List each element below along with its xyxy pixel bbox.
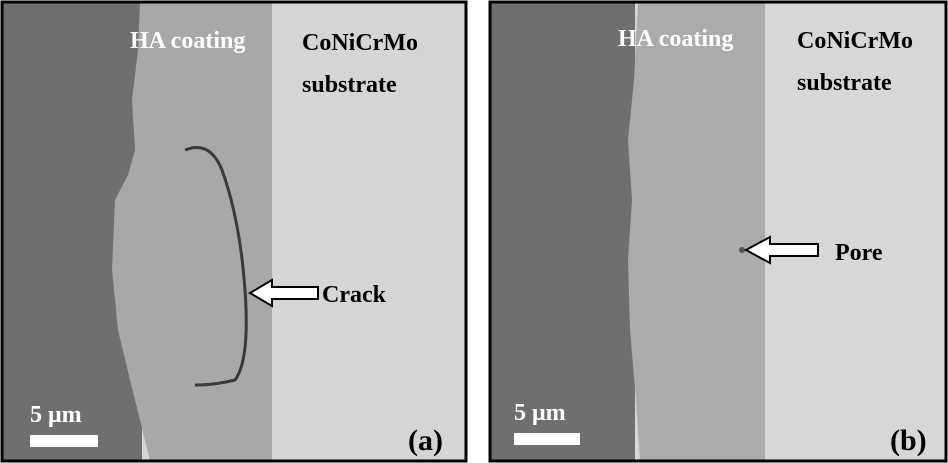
page: HA coating CoNiCrMo substrate Crack 5 μm… (0, 0, 948, 463)
substrate-label: CoNiCrMo (302, 30, 418, 56)
substrate-label: CoNiCrMo (797, 28, 913, 54)
panel-label: (a) (408, 424, 443, 457)
coating-label: HA coating (618, 26, 733, 52)
arrow-label: Crack (322, 282, 387, 308)
figure: HA coating CoNiCrMo substrate Crack 5 μm… (0, 0, 948, 463)
scale-label: 5 μm (514, 400, 566, 426)
coating-region (628, 2, 765, 461)
substrate-label: substrate (797, 70, 892, 96)
panel-a: HA coating CoNiCrMo substrate Crack 5 μm… (2, 2, 466, 461)
scale-bar (30, 435, 98, 447)
coating-region (112, 2, 272, 461)
scale-bar (514, 433, 580, 445)
coating-label: HA coating (130, 28, 245, 54)
panel-label: (b) (890, 424, 927, 457)
panel-b: HA coating CoNiCrMo substrate Pore 5 μm … (490, 2, 946, 461)
background-region (490, 2, 635, 461)
scale-label: 5 μm (30, 402, 82, 428)
substrate-label: substrate (302, 72, 397, 98)
arrow-label: Pore (835, 240, 883, 266)
